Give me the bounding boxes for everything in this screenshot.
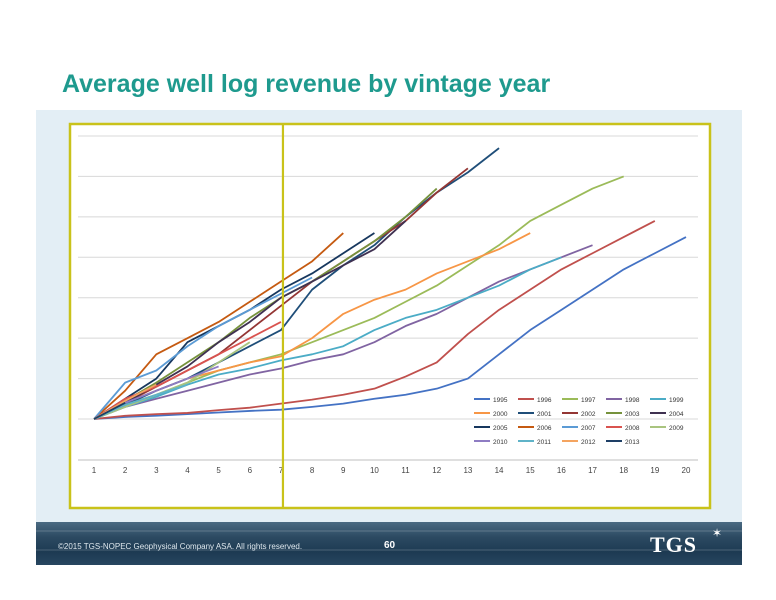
legend-label: 1999 <box>669 397 684 404</box>
legend-label: 2007 <box>581 425 596 432</box>
legend-label: 2004 <box>669 411 684 418</box>
x-tick-label: 5 <box>216 466 221 475</box>
legend-label: 1997 <box>581 397 596 404</box>
x-tick-label: 13 <box>463 466 472 475</box>
legend-label: 2013 <box>625 439 640 446</box>
series-line-1996 <box>93 220 656 420</box>
legend-label: 2001 <box>537 411 552 418</box>
tgs-logo: TGS <box>650 532 698 557</box>
x-tick-label: 1 <box>92 466 97 475</box>
x-tick-label: 12 <box>432 466 441 475</box>
x-tick-label: 9 <box>341 466 346 475</box>
x-tick-label: 3 <box>154 466 159 475</box>
series-line-1995 <box>93 236 687 420</box>
x-tick-label: 7 <box>279 466 284 475</box>
series-line-1999 <box>93 256 562 420</box>
chart-panel: 1 2 3 4 5 6 7 8 9 10 11 12 13 14 15 16 17 18 19 20 1995 1996 1… <box>36 110 742 522</box>
x-tick-label: 16 <box>557 466 566 475</box>
x-tick-label: 20 <box>682 466 691 475</box>
x-tick-label: 15 <box>526 466 535 475</box>
legend-label: 1995 <box>493 397 508 404</box>
x-tick-label: 18 <box>619 466 628 475</box>
copyright-text: ©2015 TGS-NOPEC Geophysical Company ASA.… <box>58 542 303 551</box>
footer-wave <box>36 530 742 532</box>
legend-label: 2002 <box>581 411 596 418</box>
series-line-2013 <box>93 402 126 420</box>
legend-label: 2000 <box>493 411 508 418</box>
x-tick-label: 11 <box>401 466 410 475</box>
series-line-2008 <box>93 321 282 420</box>
series-line-2009 <box>93 341 251 420</box>
x-tick-label: 4 <box>185 466 190 475</box>
legend-label: 2005 <box>493 425 508 432</box>
legend-label: 1996 <box>537 397 552 404</box>
legend-label: 2012 <box>581 439 596 446</box>
series-line-1998 <box>93 244 593 420</box>
x-tick-label: 8 <box>310 466 315 475</box>
x-tick-label: 17 <box>588 466 597 475</box>
series-line-2003 <box>93 187 438 420</box>
x-tick-label: 6 <box>248 466 253 475</box>
footer: ©2015 TGS-NOPEC Geophysical Company ASA.… <box>36 522 742 565</box>
footer-wave <box>36 549 742 551</box>
legend-label: 2009 <box>669 425 684 432</box>
x-tick-label: 19 <box>650 466 659 475</box>
legend-label: 1998 <box>625 397 640 404</box>
page-number: 60 <box>384 540 396 551</box>
legend-label: 2010 <box>493 439 508 446</box>
x-tick-label: 10 <box>370 466 379 475</box>
series-line-2007 <box>93 276 313 420</box>
x-tick-label: 14 <box>495 466 504 475</box>
legend-label: 2011 <box>537 439 551 446</box>
slide-title: Average well log revenue by vintage year <box>62 70 551 98</box>
legend-label: 2003 <box>625 411 640 418</box>
legend-label: 2006 <box>537 425 552 432</box>
legend-label: 2008 <box>625 425 640 432</box>
chart-frame <box>68 122 712 510</box>
star-icon: ✶ <box>712 526 723 540</box>
x-tick-label: 2 <box>123 466 128 475</box>
